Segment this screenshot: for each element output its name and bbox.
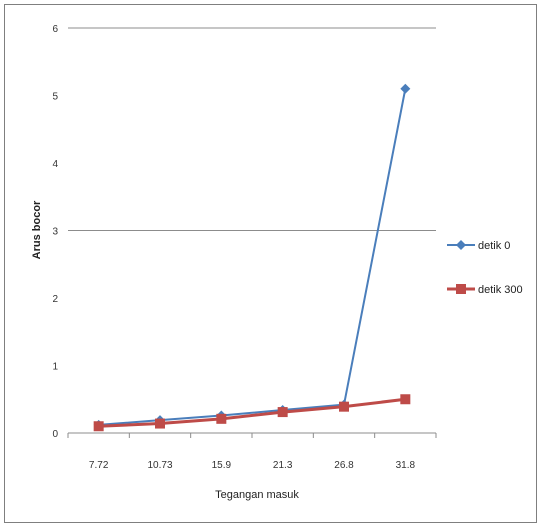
data-point-square xyxy=(216,413,227,424)
series-line xyxy=(98,397,406,428)
x-tick-label: 7.72 xyxy=(89,460,109,471)
legend-label: detik 300 xyxy=(478,284,523,296)
y-tick-label: 3 xyxy=(52,227,58,238)
x-tick-label: 26.8 xyxy=(334,460,354,471)
y-axis-title: Arus bocor xyxy=(31,200,43,259)
x-tick-label: 10.73 xyxy=(147,460,172,471)
legend: detik 0 detik 300 xyxy=(447,240,523,296)
data-point-diamond xyxy=(400,83,411,94)
gridlines xyxy=(68,27,436,434)
y-tick-label: 1 xyxy=(52,362,58,373)
y-tick-label: 6 xyxy=(52,24,58,35)
y-tick-label: 2 xyxy=(52,294,58,305)
data-point-square xyxy=(277,407,288,418)
legend-label: detik 0 xyxy=(478,240,510,252)
y-tick-label: 4 xyxy=(52,159,58,170)
data-point-square xyxy=(339,401,349,412)
x-tick-label: 15.9 xyxy=(212,460,232,471)
series-group xyxy=(93,83,411,432)
x-tick-label: 21.3 xyxy=(273,460,293,471)
chart-frame xyxy=(4,4,537,523)
y-tick-label: 0 xyxy=(52,429,58,440)
x-axis-title: Tegangan masuk xyxy=(215,489,299,501)
legend-marker-square xyxy=(456,284,466,294)
x-tick-label: 31.8 xyxy=(396,460,416,471)
data-point-square xyxy=(93,421,104,432)
legend-marker-diamond xyxy=(456,240,466,250)
y-tick-label: 5 xyxy=(52,92,58,103)
series-line xyxy=(98,88,407,426)
data-point-square xyxy=(155,418,165,429)
x-axis: 7.72 10.73 15.9 21.3 26.8 31.8 xyxy=(67,432,437,471)
data-point-square xyxy=(400,394,411,405)
y-axis-ticks: 0 1 2 3 4 5 6 xyxy=(52,24,58,440)
